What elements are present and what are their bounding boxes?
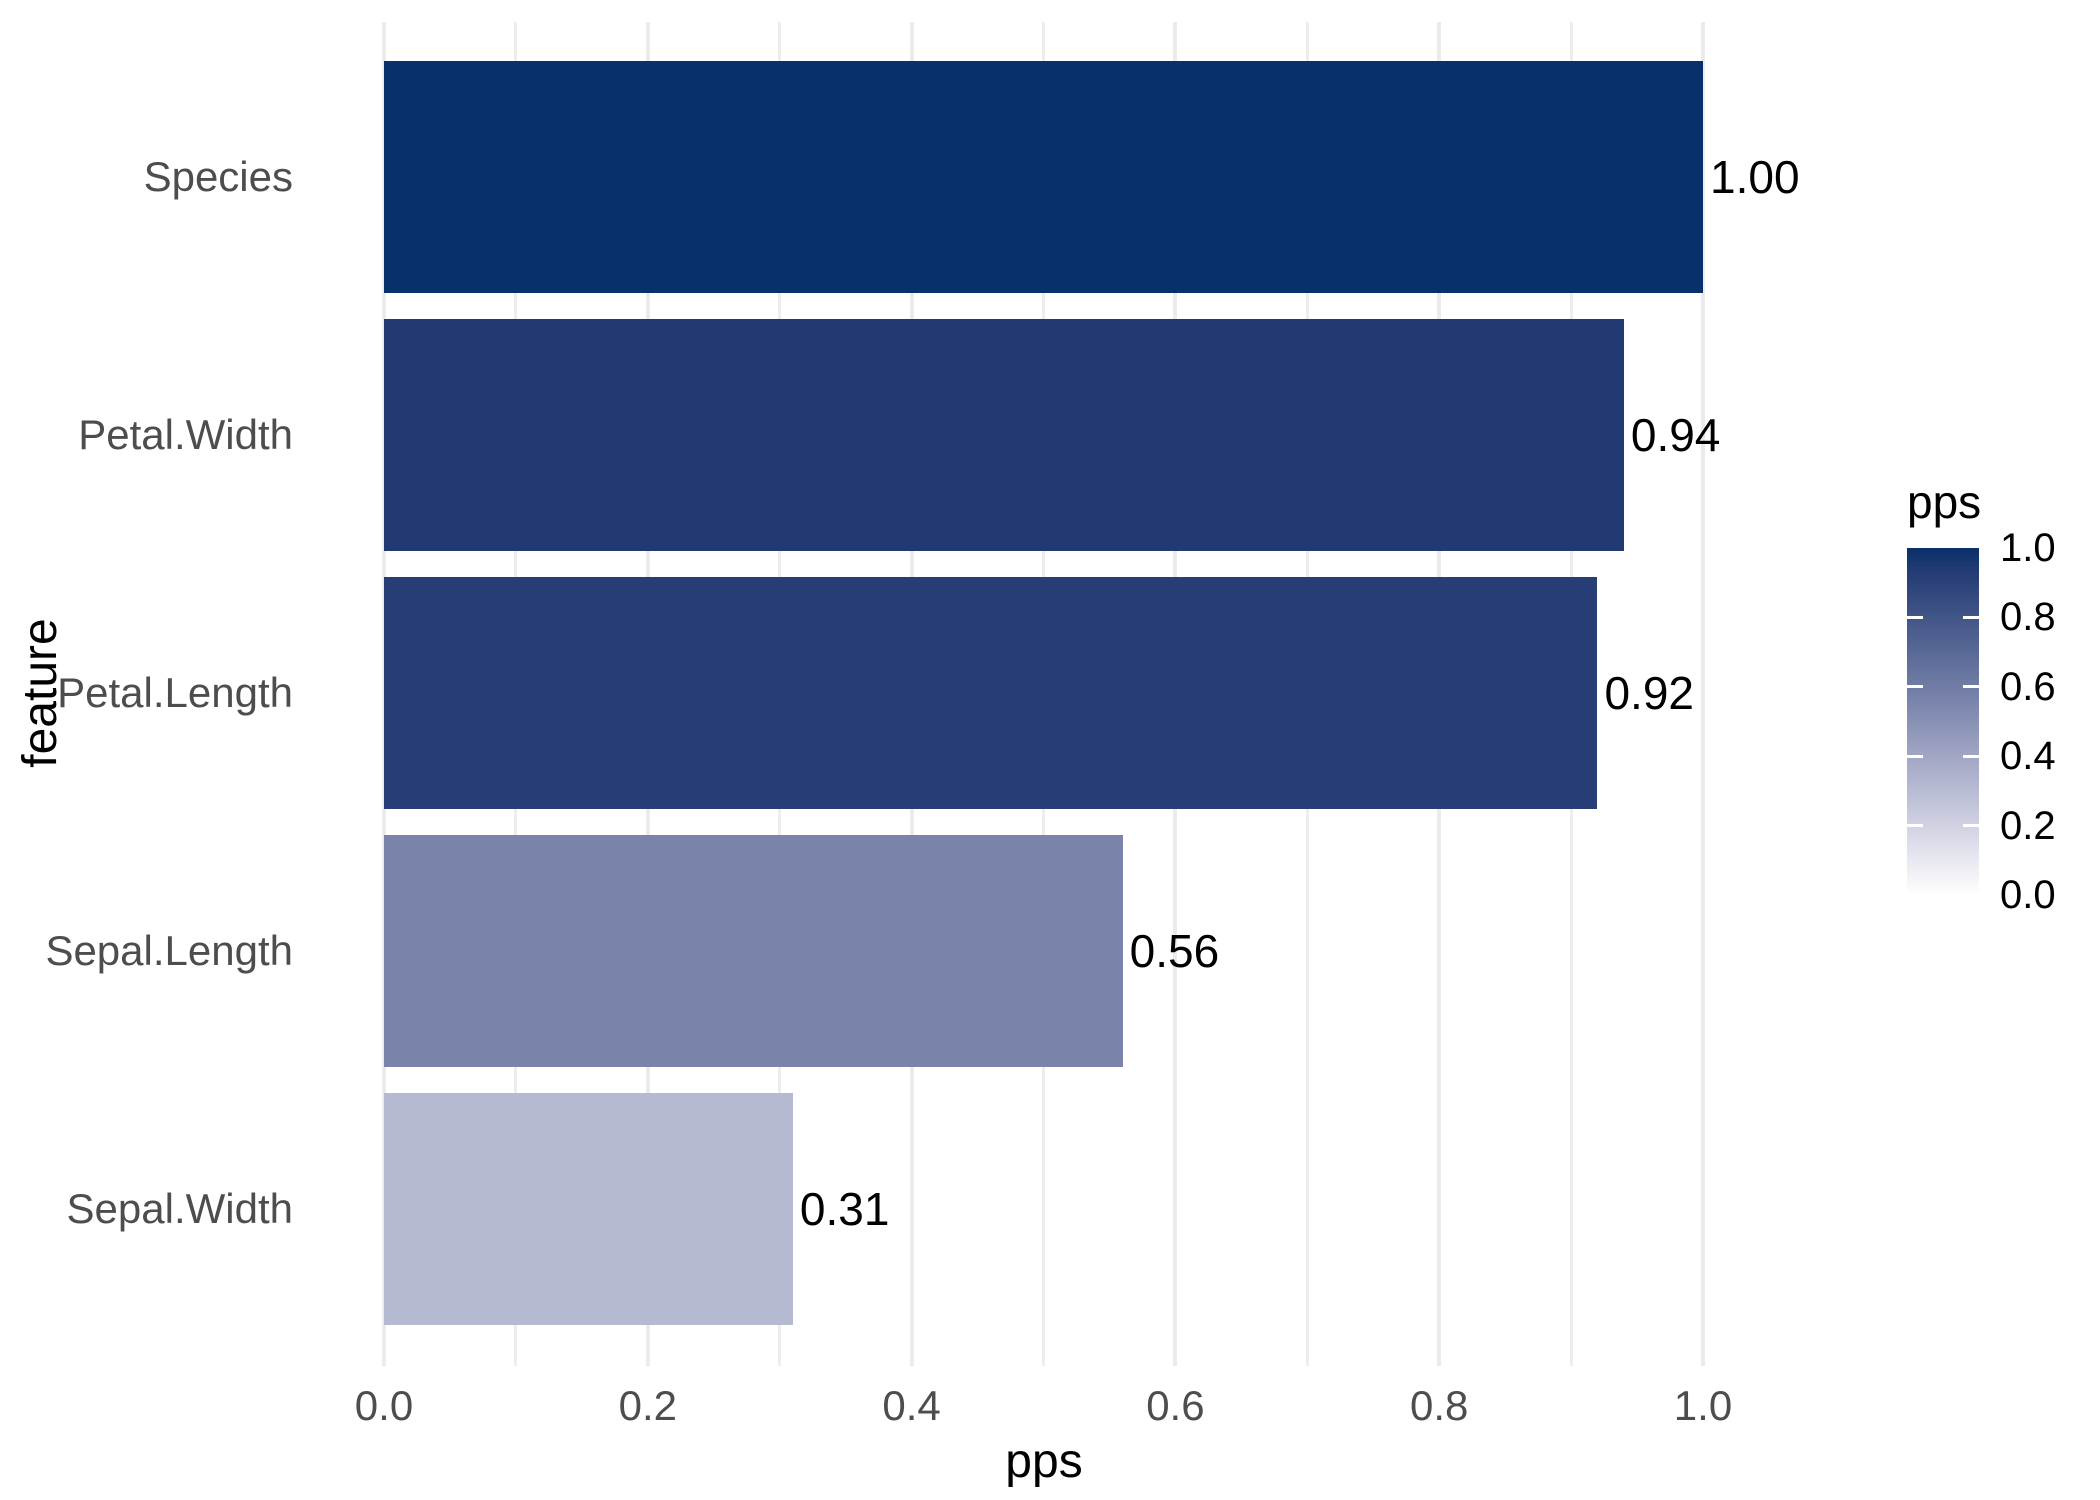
y-axis-tick-label: Sepal.Length xyxy=(45,927,293,974)
x-axis-tick-label: 0.0 xyxy=(354,1382,414,1429)
y-axis-title: feature xyxy=(14,618,67,768)
bar-value-label: 0.94 xyxy=(1630,409,1721,461)
legend-colorbar-tick xyxy=(1963,754,1979,758)
x-axis-tick-label: 1.0 xyxy=(1673,1382,1733,1429)
y-axis-tick-label: Petal.Length xyxy=(57,669,293,716)
bar-value-label: 0.92 xyxy=(1604,667,1694,719)
x-axis-tick-label: 0.8 xyxy=(1409,1382,1469,1429)
bar-value-label: 0.31 xyxy=(799,1183,890,1235)
x-axis-tick-label: 0.2 xyxy=(618,1382,677,1429)
bar xyxy=(384,1093,793,1325)
bar-value-label: 1.00 xyxy=(1710,151,1800,203)
y-axis-tick-label: Petal.Width xyxy=(78,411,293,458)
bar xyxy=(384,835,1123,1067)
bar xyxy=(384,61,1703,293)
legend-title: pps xyxy=(1907,476,1982,528)
legend-colorbar-tick xyxy=(1907,685,1923,689)
x-axis-tick-label: 0.6 xyxy=(1146,1382,1205,1429)
plot-panel xyxy=(318,22,1769,1366)
legend-colorbar-tick xyxy=(1907,824,1923,828)
legend-colorbar-tick xyxy=(1963,615,1979,619)
y-axis-tick-label: Species xyxy=(143,153,293,200)
legend-colorbar xyxy=(1907,548,1979,895)
x-axis-tick-label: 0.4 xyxy=(882,1382,941,1429)
legend-tick-label: 0.4 xyxy=(2000,734,2056,779)
y-axis-tick-label: Sepal.Width xyxy=(66,1185,293,1232)
legend-colorbar-tick xyxy=(1963,824,1979,828)
legend-tick-label: 1.0 xyxy=(2000,526,2056,570)
legend-colorbar-tick xyxy=(1907,754,1923,758)
bar-value-label: 0.56 xyxy=(1129,925,1220,977)
legend-colorbar-tick xyxy=(1963,685,1979,689)
gridline-major xyxy=(1701,22,1705,1366)
x-axis-title: pps xyxy=(1005,1435,1083,1488)
legend-tick-label: 0.2 xyxy=(2000,803,2056,848)
legend-colorbar-tick xyxy=(1907,615,1923,619)
bar xyxy=(384,577,1598,809)
legend-tick-label: 0.8 xyxy=(2000,595,2056,640)
legend-tick-label: 0.6 xyxy=(2000,664,2056,709)
legend-tick-label: 0.0 xyxy=(2000,873,2056,917)
bar xyxy=(384,319,1624,551)
